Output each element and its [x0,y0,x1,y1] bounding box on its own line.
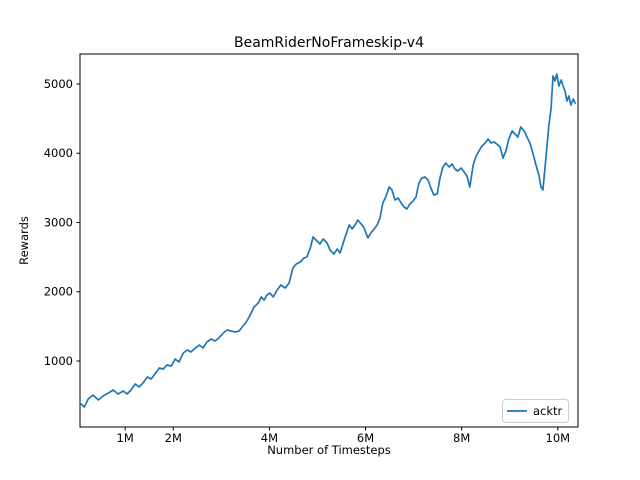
x-tick-label: 2M [165,431,182,445]
x-tick-label: 6M [357,431,374,445]
y-tick-label: 2000 [44,285,73,299]
legend: acktr [502,399,569,423]
chart-title: BeamRiderNoFrameskip-v4 [234,35,424,51]
x-tick-label: 10M [546,431,571,445]
x-tick-label: 8M [453,431,470,445]
y-tick-label: 5000 [44,77,73,91]
x-axis-ticks: 1M 2M 4M 6M 8M 10M [117,427,571,445]
x-tick-label: 1M [117,431,134,445]
y-axis-ticks: 1000 2000 3000 4000 5000 [44,77,80,368]
y-tick-label: 4000 [44,146,73,160]
reward-curve-acktr [79,73,576,408]
y-tick-label: 1000 [44,354,73,368]
x-tick-label: 4M [261,431,278,445]
x-axis-label: Number of Timesteps [267,443,391,457]
plot-border [79,53,579,428]
legend-label: acktr [533,404,563,418]
y-axis-label: Rewards [17,216,31,265]
legend-box [502,399,569,423]
y-tick-label: 3000 [44,215,73,229]
